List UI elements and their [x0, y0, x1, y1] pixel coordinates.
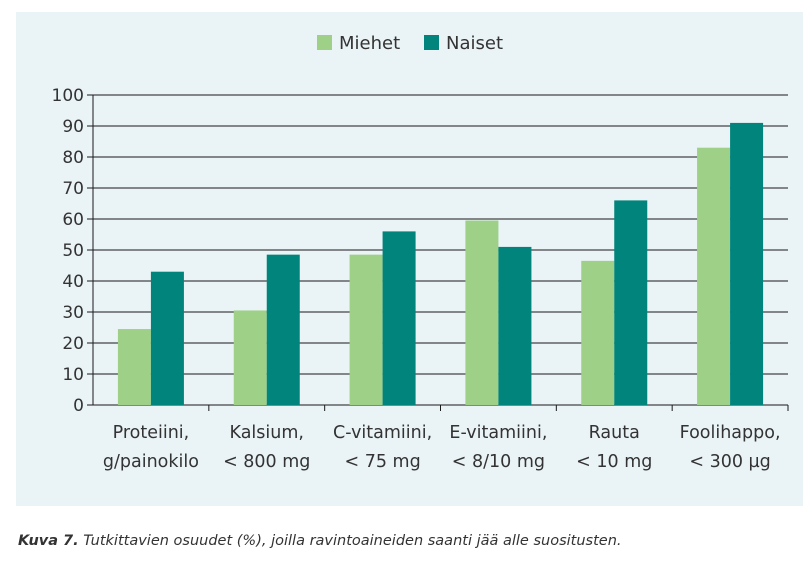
- bar-miehet: [349, 254, 383, 405]
- bar-naiset: [382, 231, 416, 405]
- legend-swatch-naiset: [424, 35, 439, 50]
- figure-caption: Kuva 7. Tutkittavien osuudet (%), joilla…: [18, 533, 622, 549]
- y-tick-label: 40: [62, 272, 84, 292]
- y-tick-label: 20: [62, 334, 84, 354]
- x-tick-label: < 10 mg: [576, 452, 652, 472]
- bar-naiset: [266, 254, 300, 405]
- y-tick-label: 90: [62, 117, 84, 137]
- bar-naiset: [614, 200, 648, 405]
- x-tick-label: Foolihappo,: [680, 423, 781, 443]
- x-tick-label: Kalsium,: [230, 423, 304, 443]
- y-tick-label: 60: [62, 210, 84, 230]
- x-tick-label: Proteiini,: [113, 423, 190, 443]
- caption-text: Tutkittavien osuudet (%), joilla ravinto…: [83, 533, 622, 549]
- y-tick-label: 100: [52, 86, 84, 106]
- bar-miehet: [233, 310, 267, 405]
- y-tick-label: 30: [62, 303, 84, 323]
- x-tick-label: E-vitamiini,: [449, 423, 547, 443]
- caption-label: Kuva 7.: [18, 533, 79, 549]
- x-tick-label: < 300 µg: [689, 452, 770, 472]
- y-tick-label: 10: [62, 365, 84, 385]
- legend-label-miehet: Miehet: [339, 33, 400, 54]
- y-tick-label: 70: [62, 179, 84, 199]
- legend-swatch-miehet: [317, 35, 332, 50]
- bar-miehet: [581, 260, 615, 405]
- x-tick-label: < 8/10 mg: [452, 452, 545, 472]
- legend-label-naiset: Naiset: [446, 33, 503, 54]
- x-tick-label: C-vitamiini,: [333, 423, 432, 443]
- x-tick-label: < 75 mg: [344, 452, 420, 472]
- y-tick-label: 0: [73, 396, 84, 416]
- bar-chart: 0 10 20 30 40 50 60 70 80 90 100 Proteiini, g/painok…: [52, 33, 789, 472]
- y-tick-label: 80: [62, 148, 84, 168]
- bar-naiset: [150, 271, 184, 405]
- bar-miehet: [697, 147, 731, 405]
- bar-miehet: [117, 329, 151, 405]
- y-tick-label: 50: [62, 241, 84, 261]
- x-tick-label: < 800 mg: [223, 452, 310, 472]
- bar-naiset: [730, 122, 764, 406]
- x-tick-label: Rauta: [589, 423, 640, 443]
- bar-miehet: [465, 220, 499, 405]
- bar-naiset: [498, 246, 532, 405]
- x-tick-label: g/painokilo: [103, 452, 199, 472]
